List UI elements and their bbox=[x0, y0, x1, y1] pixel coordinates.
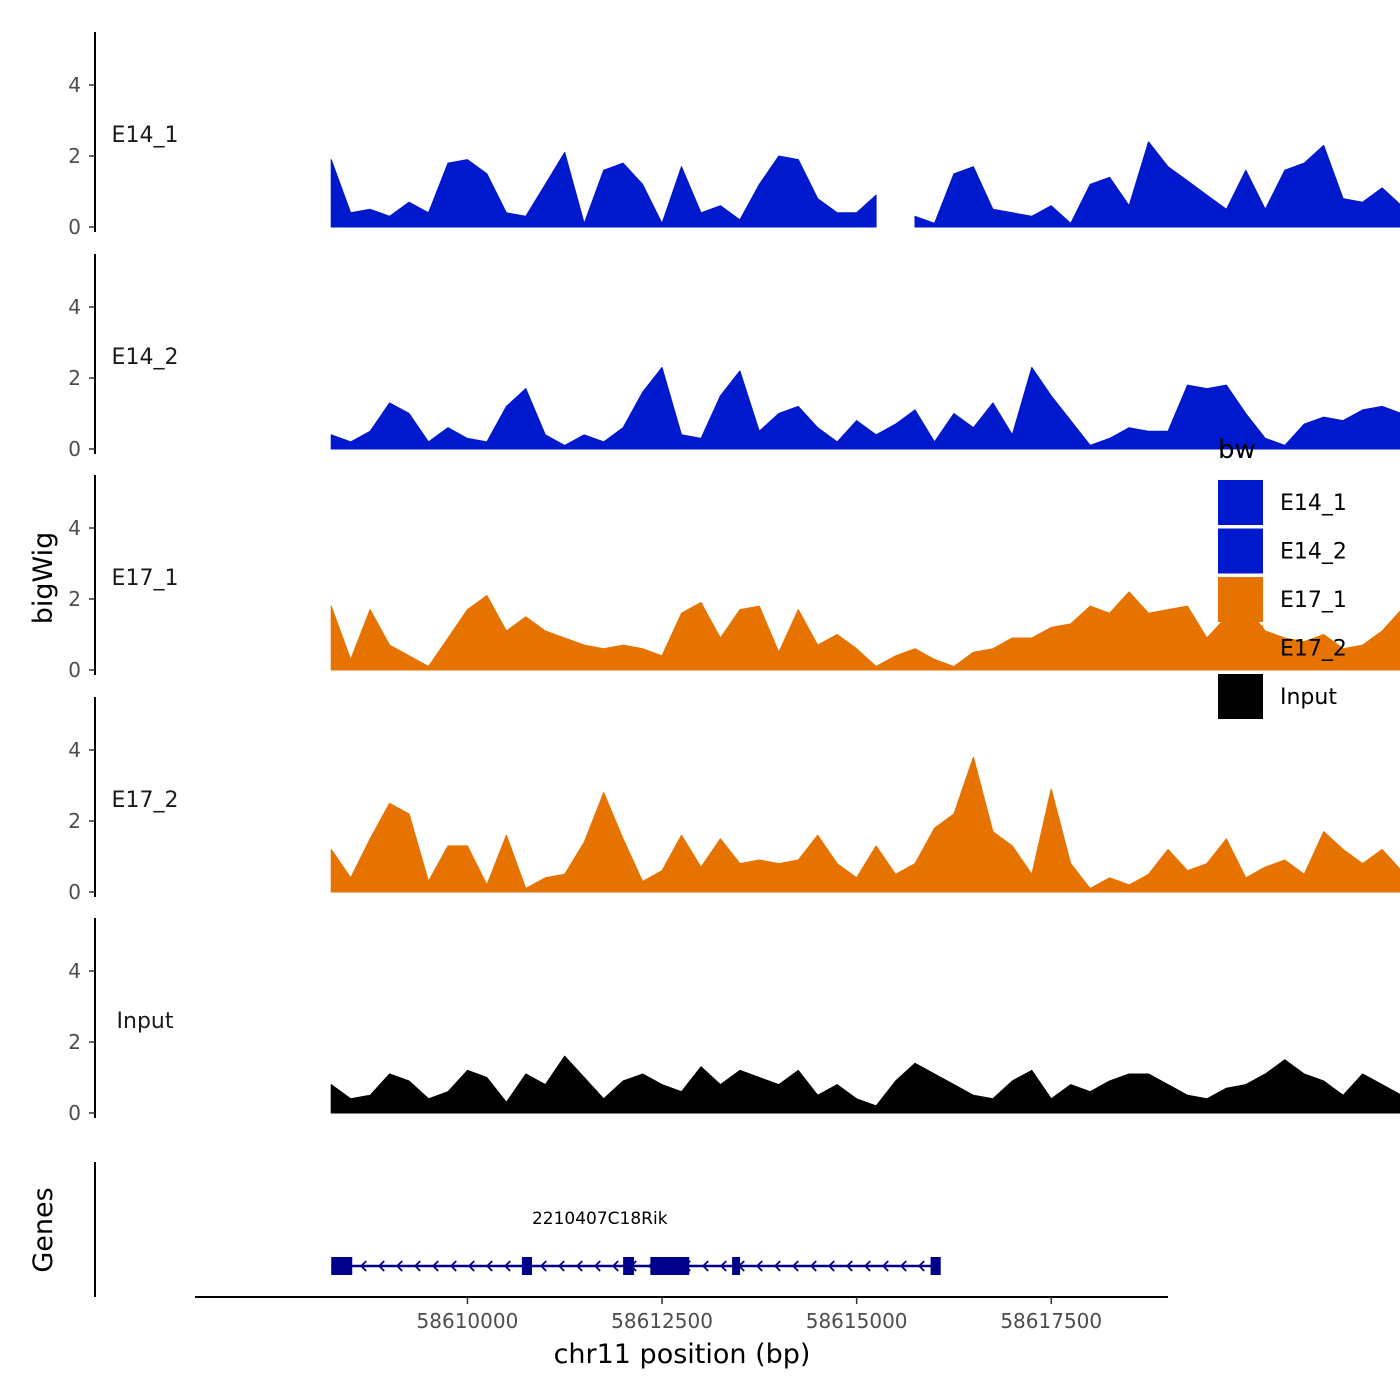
area-E17_1 bbox=[330, 591, 1400, 671]
area-E14_2 bbox=[330, 366, 1400, 450]
y-tick-label: 4 bbox=[68, 516, 81, 540]
y-tick-label: 0 bbox=[68, 437, 81, 461]
legend-label: Input bbox=[1280, 685, 1337, 710]
gene-exon bbox=[521, 1257, 533, 1275]
track-label: E17_2 bbox=[112, 788, 179, 813]
track-E14_1: 0 2 4 E14_1 bbox=[68, 32, 1400, 239]
strand-arrow bbox=[755, 1260, 763, 1272]
y-tick-label: 0 bbox=[68, 880, 81, 904]
y-tick-label: 2 bbox=[68, 144, 81, 168]
strand-arrow bbox=[485, 1260, 493, 1272]
legend-swatch bbox=[1218, 480, 1263, 525]
area-E17_2 bbox=[330, 756, 1400, 893]
strand-arrow bbox=[431, 1260, 439, 1272]
y-tick-label: 4 bbox=[68, 73, 81, 97]
y-tick-label: 4 bbox=[68, 295, 81, 319]
strand-arrow bbox=[593, 1260, 601, 1272]
gene-exon bbox=[930, 1257, 941, 1275]
gene-exon bbox=[331, 1257, 353, 1275]
strand-arrows bbox=[359, 1260, 925, 1272]
strand-arrow bbox=[917, 1260, 925, 1272]
strand-arrow bbox=[881, 1260, 889, 1272]
track-label: Input bbox=[117, 1009, 174, 1034]
strand-arrow bbox=[467, 1260, 475, 1272]
legend-label: E17_2 bbox=[1280, 637, 1347, 662]
track-label: E17_1 bbox=[112, 566, 179, 591]
legend-swatch bbox=[1218, 625, 1263, 671]
x-tick-label: 58610000 bbox=[417, 1309, 519, 1333]
gene-exon bbox=[650, 1257, 672, 1275]
y-axis-title: bigWig bbox=[28, 532, 59, 625]
strand-arrow bbox=[413, 1260, 421, 1272]
x-axis: 58610000 58612500 58615000 58617500 bbox=[195, 1296, 1168, 1333]
strand-arrow bbox=[359, 1260, 367, 1272]
gene-track-panel: 2210407C18Rik bbox=[94, 1162, 941, 1297]
legend-label: E14_1 bbox=[1280, 491, 1347, 516]
strand-arrow bbox=[557, 1260, 565, 1272]
strand-arrow bbox=[377, 1260, 385, 1272]
y-tick-label: 0 bbox=[68, 215, 81, 239]
area-E14_1 bbox=[330, 151, 877, 228]
strand-arrow bbox=[719, 1260, 727, 1272]
strand-arrow bbox=[773, 1260, 781, 1272]
y-tick-label: 0 bbox=[68, 1101, 81, 1125]
track-E17_1: 0 2 4 E17_1 bbox=[68, 475, 1400, 682]
legend-label: E17_1 bbox=[1280, 588, 1347, 613]
strand-arrow bbox=[809, 1260, 817, 1272]
strand-arrow bbox=[863, 1260, 871, 1272]
strand-arrow bbox=[503, 1260, 511, 1272]
strand-arrow bbox=[827, 1260, 835, 1272]
x-tick-label: 58612500 bbox=[611, 1309, 713, 1333]
strand-arrow bbox=[575, 1260, 583, 1272]
y-tick-label: 0 bbox=[68, 658, 81, 682]
y-tick-label: 2 bbox=[68, 809, 81, 833]
area-E14_1 bbox=[914, 141, 1400, 228]
legend-title: bw bbox=[1218, 435, 1256, 465]
strand-arrow bbox=[449, 1260, 457, 1272]
legend-swatch bbox=[1218, 674, 1263, 719]
track-Input: 0 2 4 Input bbox=[68, 918, 1400, 1125]
y-tick-label: 4 bbox=[68, 959, 81, 983]
strand-arrow bbox=[899, 1260, 907, 1272]
legend: bw E14_1 E14_2 E17_1 E17_2 Input bbox=[1218, 435, 1347, 719]
y-tick-label: 2 bbox=[68, 1030, 81, 1054]
gene-exon bbox=[623, 1257, 635, 1275]
track-E17_2: 0 2 4 E17_2 bbox=[68, 697, 1400, 904]
y-tick-label: 4 bbox=[68, 738, 81, 762]
x-axis-title: chr11 position (bp) bbox=[554, 1339, 811, 1370]
gene-exon bbox=[669, 1257, 690, 1275]
x-tick-label: 58617500 bbox=[1000, 1309, 1102, 1333]
strand-arrow bbox=[539, 1260, 547, 1272]
genes-axis-title: Genes bbox=[28, 1187, 59, 1272]
strand-arrow bbox=[845, 1260, 853, 1272]
legend-label: E14_2 bbox=[1280, 540, 1347, 565]
area-Input bbox=[330, 1055, 1400, 1114]
strand-arrow bbox=[791, 1260, 799, 1272]
x-tick-label: 58615000 bbox=[806, 1309, 908, 1333]
gene-exon bbox=[732, 1257, 741, 1275]
strand-arrow bbox=[701, 1260, 709, 1272]
track-panels: 0 2 4 E14_1 0 2 4 E14_2 0 2 4 E17_1 0 2 4 E17_2 0 2 4 Input bbox=[68, 32, 1400, 1125]
legend-swatch bbox=[1218, 528, 1263, 574]
track-label: E14_2 bbox=[112, 345, 179, 370]
y-tick-label: 2 bbox=[68, 587, 81, 611]
track-E14_2: 0 2 4 E14_2 bbox=[68, 254, 1400, 461]
legend-swatch bbox=[1218, 577, 1263, 622]
track-label: E14_1 bbox=[112, 123, 179, 148]
strand-arrow bbox=[395, 1260, 403, 1272]
y-tick-label: 2 bbox=[68, 366, 81, 390]
gene-name-label: 2210407C18Rik bbox=[532, 1209, 668, 1229]
strand-arrow bbox=[611, 1260, 619, 1272]
